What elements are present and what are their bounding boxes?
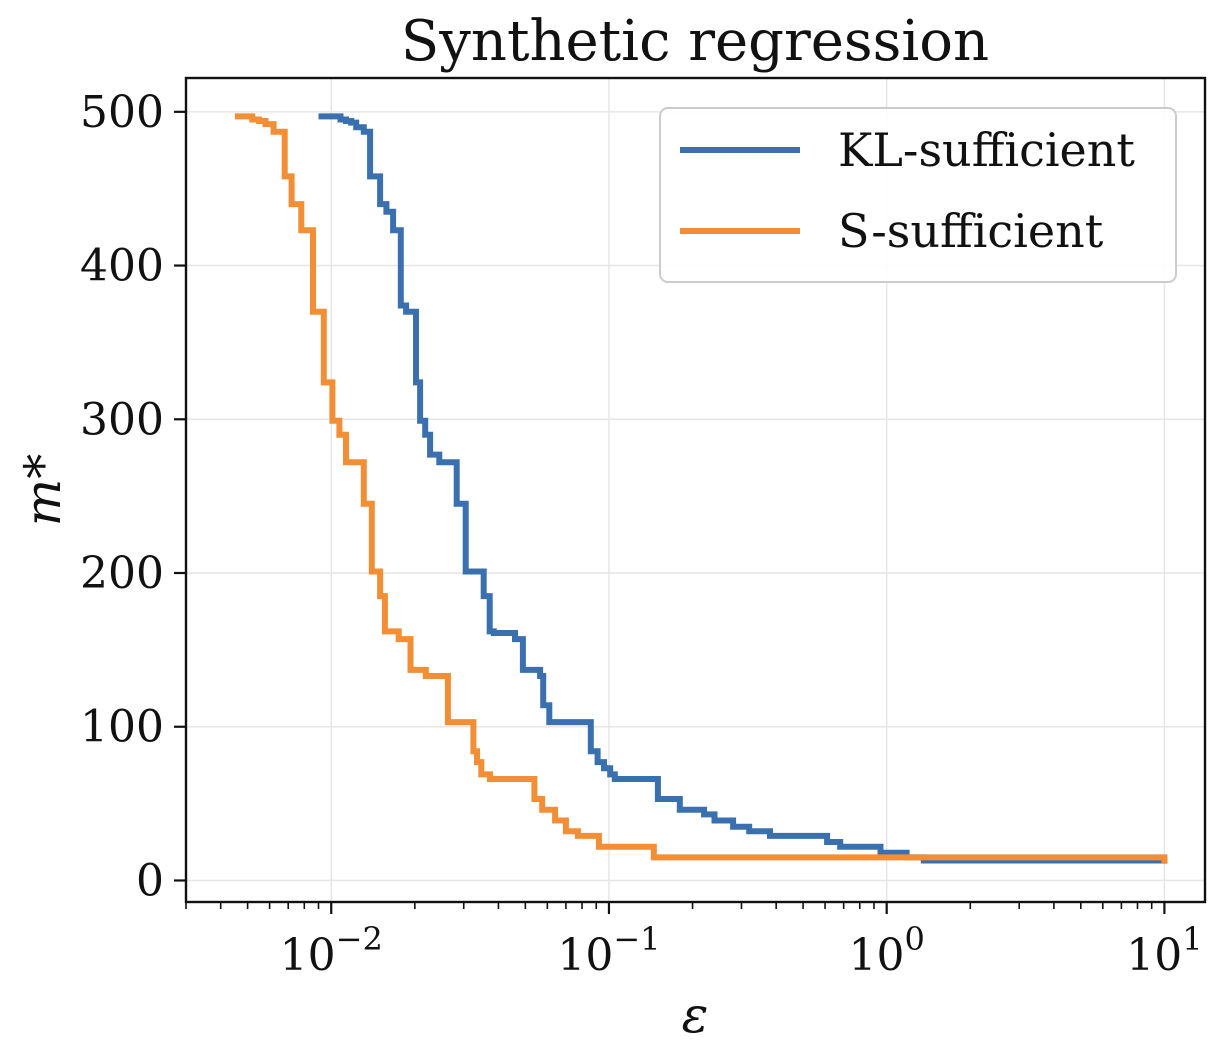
- series-line-kl-sufficient: [318, 113, 1168, 864]
- y-axis-ticks: 0 100 200 300 400 500: [80, 87, 186, 906]
- y-tick-label: 300: [80, 394, 164, 445]
- legend-label-kl-sufficient: KL-sufficient: [838, 123, 1135, 177]
- y-tick-label: 0: [136, 855, 164, 906]
- y-tick-label: 100: [80, 702, 164, 753]
- chart-title: Synthetic regression: [401, 9, 989, 74]
- y-tick-label: 400: [80, 241, 164, 292]
- plot-area-frame: [184, 76, 1207, 904]
- y-axis-label: m*: [14, 454, 72, 526]
- legend: KL-sufficient S-sufficient: [659, 107, 1177, 283]
- x-axis-label: ε: [682, 986, 709, 1044]
- series-lines: [234, 113, 1168, 864]
- series-line-s-sufficient: [234, 113, 1168, 864]
- x-axis-ticks: 10−2 10−1 100 101: [185, 902, 1203, 981]
- x-tick-label: 101: [1126, 920, 1202, 981]
- y-tick-label: 500: [80, 87, 164, 138]
- x-tick-label: 10−2: [280, 920, 383, 981]
- legend-label-s-sufficient: S-sufficient: [838, 204, 1104, 258]
- x-tick-label: 10−1: [557, 920, 660, 981]
- y-tick-label: 200: [80, 548, 164, 599]
- x-tick-label: 100: [849, 920, 925, 981]
